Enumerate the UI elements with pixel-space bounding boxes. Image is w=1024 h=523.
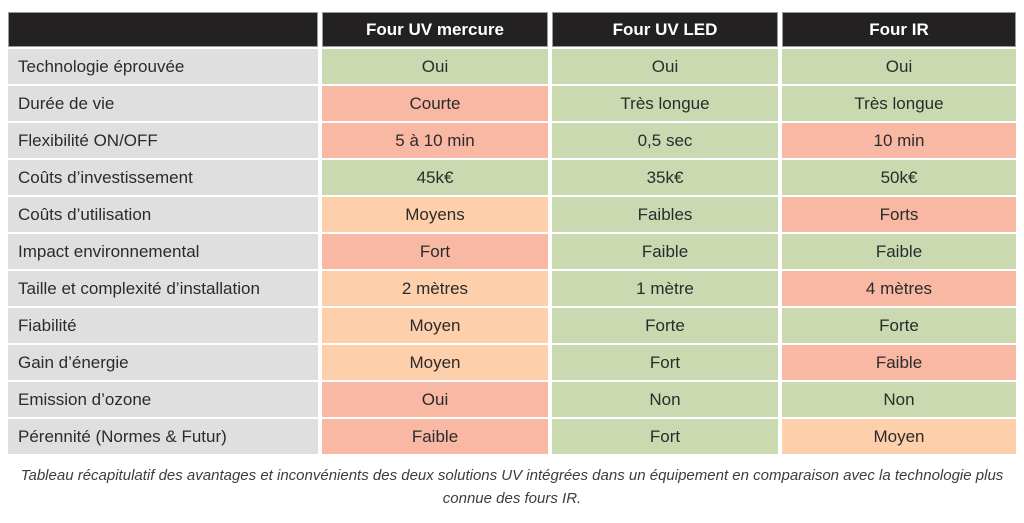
row-label: Flexibilité ON/OFF	[8, 123, 318, 158]
table-caption-text: Tableau récapitulatif des avantages et i…	[20, 467, 1004, 508]
cell-value: Moyens	[322, 197, 548, 232]
row-label: Taille et complexité d’installation	[8, 271, 318, 306]
column-header-four-uv-led: Four UV LED	[552, 12, 778, 47]
cell-value: Non	[552, 382, 778, 417]
row-label: Coûts d’utilisation	[8, 197, 318, 232]
comparison-table: Four UV mercure Four UV LED Four IR Tech…	[8, 12, 1016, 454]
cell-value: Fort	[322, 234, 548, 269]
cell-value: Très longue	[782, 86, 1016, 121]
row-label: Technologie éprouvée	[8, 49, 318, 84]
cell-value: Très longue	[552, 86, 778, 121]
row-label: Coûts d’investissement	[8, 160, 318, 195]
cell-value: Fort	[552, 345, 778, 380]
cell-value: 2 mètres	[322, 271, 548, 306]
row-label: Fiabilité	[8, 308, 318, 343]
cell-value: 4 mètres	[782, 271, 1016, 306]
row-label: Impact environnemental	[8, 234, 318, 269]
cell-value: Faibles	[552, 197, 778, 232]
cell-value: Non	[782, 382, 1016, 417]
cell-value: Moyen	[322, 308, 548, 343]
cell-value: Oui	[322, 49, 548, 84]
cell-value: 0,5 sec	[552, 123, 778, 158]
cell-value: Oui	[552, 49, 778, 84]
row-label: Gain d’énergie	[8, 345, 318, 380]
cell-value: Faible	[782, 345, 1016, 380]
cell-value: Oui	[782, 49, 1016, 84]
row-label: Durée de vie	[8, 86, 318, 121]
cell-value: Forts	[782, 197, 1016, 232]
cell-value: Faible	[782, 234, 1016, 269]
cell-value: Forte	[552, 308, 778, 343]
cell-value: Forte	[782, 308, 1016, 343]
row-label: Pérennité (Normes & Futur)	[8, 419, 318, 454]
column-header-four-uv-mercure: Four UV mercure	[322, 12, 548, 47]
cell-value: 35k€	[552, 160, 778, 195]
cell-value: Faible	[552, 234, 778, 269]
cell-value: Faible	[322, 419, 548, 454]
cell-value: 10 min	[782, 123, 1016, 158]
cell-value: Oui	[322, 382, 548, 417]
cell-value: 1 mètre	[552, 271, 778, 306]
cell-value: Moyen	[322, 345, 548, 380]
cell-value: Fort	[552, 419, 778, 454]
table-caption: Tableau récapitulatif des avantages et i…	[0, 464, 1024, 511]
corner-header-cell	[8, 12, 318, 47]
cell-value: 5 à 10 min	[322, 123, 548, 158]
row-label: Emission d’ozone	[8, 382, 318, 417]
cell-value: Courte	[322, 86, 548, 121]
cell-value: 50k€	[782, 160, 1016, 195]
cell-value: 45k€	[322, 160, 548, 195]
column-header-four-ir: Four IR	[782, 12, 1016, 47]
cell-value: Moyen	[782, 419, 1016, 454]
